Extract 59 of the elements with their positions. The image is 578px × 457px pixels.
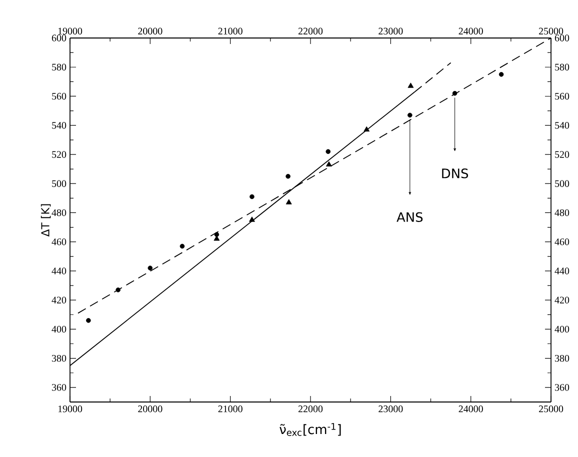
y-tick-label: 500 (52, 180, 66, 187)
x-tick-label: 25000 (538, 28, 564, 34)
y2-tick-label: 580 (555, 64, 570, 70)
y-tick-label: 360 (52, 384, 66, 391)
y-tick-label: 560 (52, 92, 66, 100)
y-axis-title: ΔT [K] (40, 204, 51, 237)
y-tick-label: 480 (52, 209, 66, 216)
annotation: ANS (396, 212, 423, 222)
x-tick-label: 22000 (298, 28, 323, 34)
y-tick-label: 420 (52, 296, 66, 304)
point (452, 90, 458, 96)
y2-tick-label: 460 (554, 238, 570, 246)
point (326, 161, 332, 166)
x2-tick-label: 20000 (138, 406, 162, 412)
y2-tick-label: 500 (555, 180, 570, 187)
point (364, 126, 370, 132)
x-tick-label: 19000 (58, 28, 82, 34)
point (286, 199, 292, 204)
y2-tick-label: 540 (555, 122, 570, 129)
x-tick-label: 20000 (138, 28, 162, 34)
point (250, 194, 254, 200)
y-tick-label: 460 (52, 238, 66, 246)
x-tick-label: 21000 (218, 28, 242, 34)
y2-tick-label: 400 (554, 326, 570, 333)
x2-tick-label: 19000 (58, 406, 82, 412)
x2-tick-label: 25000 (538, 406, 564, 412)
point (86, 318, 91, 323)
x2-tick-label: 24000 (458, 406, 483, 412)
x-axis-title: ν̃$_{exc}$[cm$^{-1}$] (280, 423, 341, 436)
x2-tick-label: 23000 (378, 406, 403, 412)
x2-tick-label: 22000 (298, 406, 323, 412)
x-tick-label: 24000 (458, 28, 483, 34)
y-tick-label: 440 (52, 268, 66, 274)
annotation: DNS (442, 168, 468, 178)
y-tick-label: 380 (52, 354, 66, 362)
y2-tick-label: 420 (554, 296, 570, 304)
x-tick-label: 23000 (378, 28, 403, 34)
y-tick-label: 580 (52, 64, 66, 70)
y-tick-label: 600 (52, 34, 66, 42)
x2-tick-label: 21000 (218, 406, 242, 412)
point (249, 216, 255, 222)
point (116, 287, 120, 292)
y-tick-label: 400 (52, 326, 66, 333)
y-tick-label: 540 (52, 122, 66, 129)
y2-tick-label: 440 (554, 268, 570, 274)
point (408, 82, 414, 88)
point (408, 112, 412, 118)
y2-tick-label: 600 (554, 34, 570, 42)
y2-tick-label: 360 (555, 384, 570, 391)
point (148, 266, 153, 270)
point (326, 149, 331, 154)
y2-tick-label: 520 (555, 151, 570, 158)
y2-tick-label: 380 (555, 354, 570, 362)
point (286, 174, 290, 179)
y2-tick-label: 480 (554, 209, 570, 216)
y-tick-label: 520 (52, 151, 66, 158)
point (498, 72, 504, 77)
y2-tick-label: 560 (555, 92, 570, 100)
point (180, 244, 185, 249)
